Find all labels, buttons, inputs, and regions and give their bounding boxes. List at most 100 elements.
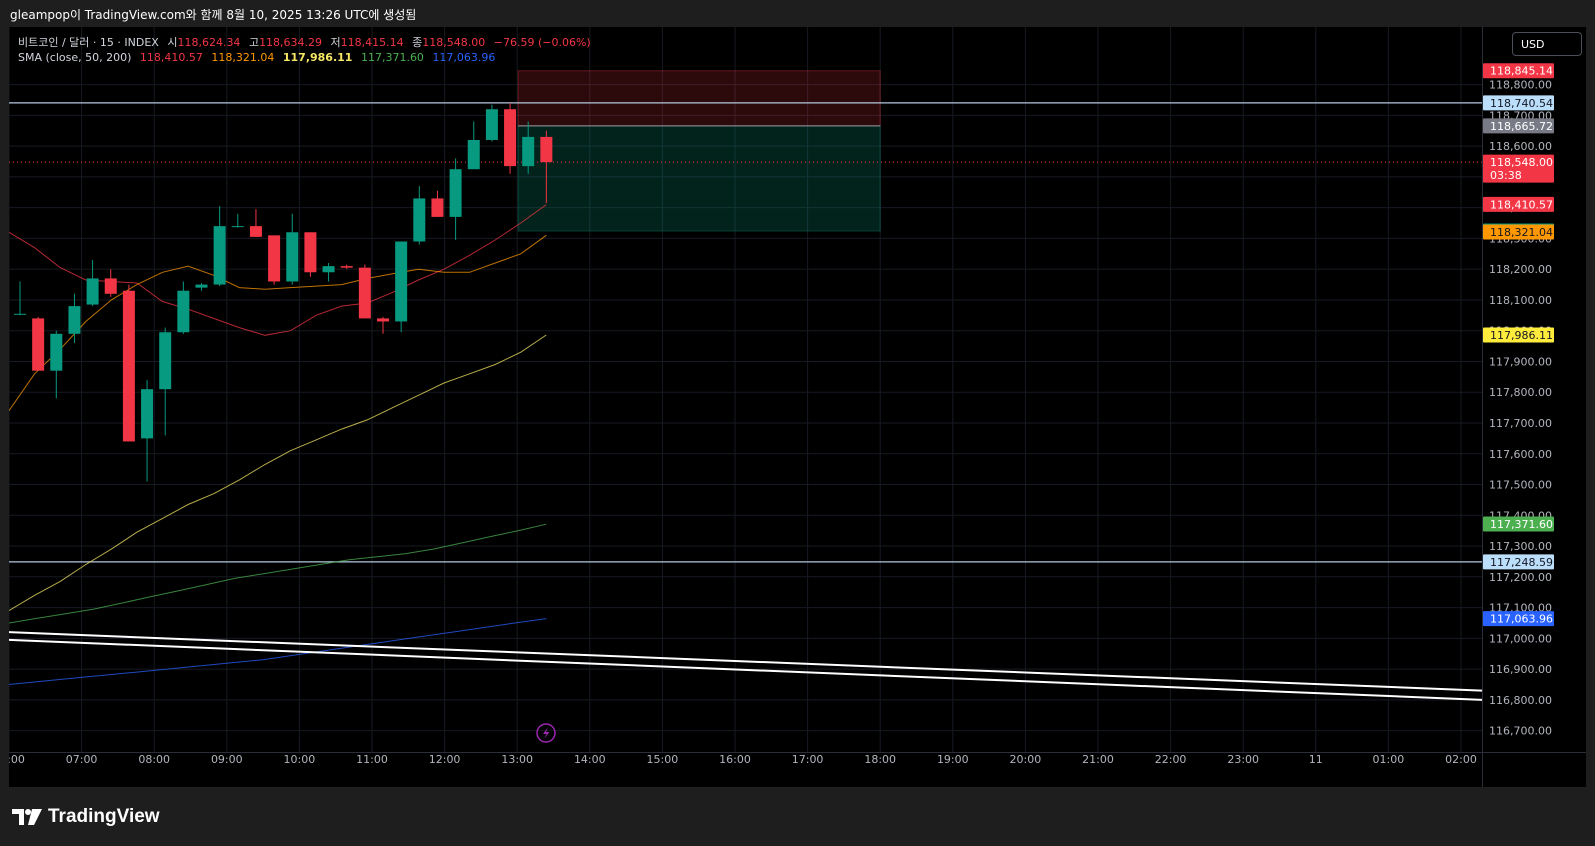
- trend-line[interactable]: [9, 638, 1483, 701]
- price-label: 117,248.59: [1483, 554, 1554, 570]
- price-label-value: 118,548.00: [1490, 156, 1553, 169]
- candle-body: [540, 136, 553, 163]
- candle-body: [413, 198, 426, 242]
- position-tool: [517, 70, 881, 232]
- legend-high-value: 118,634.29: [259, 36, 323, 49]
- time-axis: 06:00 07:00 08:00 09:00 10:00 11:00 12:00 13:00…: [9, 753, 1477, 766]
- price-label: 118,665.72: [1483, 118, 1554, 134]
- price-label-bg: [1483, 224, 1554, 240]
- candle-body: [522, 136, 535, 167]
- price-label-value: 117,986.11: [1490, 329, 1553, 342]
- time-tick-label: 07:00: [66, 753, 98, 766]
- chart-caption: gleampop이 TradingView.com와 함께 8월 10, 202…: [10, 8, 417, 22]
- time-tick-label: 15:00: [647, 753, 679, 766]
- legend-sma-value: 117,986.11: [282, 51, 353, 64]
- price-label: 118,740.54: [1483, 95, 1554, 111]
- time-tick-label: 09:00: [211, 753, 243, 766]
- candle-body: [122, 290, 135, 442]
- candle-body: [159, 332, 172, 390]
- price-label-bg: [1483, 95, 1554, 111]
- legend-low-value: 118,415.14: [340, 36, 404, 49]
- position-stop-zone[interactable]: [517, 70, 881, 127]
- price-tick-label: 118,600.00: [1489, 140, 1552, 153]
- price-label-value: 118,665.72: [1490, 120, 1553, 133]
- candle-body: [68, 306, 81, 334]
- price-label-bg: [1483, 154, 1554, 183]
- lightning-icon[interactable]: [536, 723, 556, 743]
- time-tick-label: 17:00: [792, 753, 824, 766]
- price-tick-label: 117,600.00: [1489, 448, 1552, 461]
- price-tick-label: 116,900.00: [1489, 663, 1552, 676]
- legend-high-label: 고: [248, 36, 260, 49]
- price-labels: 118,845.14 118,740.54 118,665.72 118,548.00…: [1483, 63, 1554, 627]
- candle-body: [141, 389, 154, 439]
- candle-body: [286, 232, 299, 282]
- legend-sma[interactable]: SMA (close, 50, 200) 118,410.57 118,321.…: [18, 51, 495, 64]
- time-tick-label: 01:00: [1373, 753, 1405, 766]
- time-tick-label: 06:00: [9, 753, 25, 766]
- price-label-value: 117,063.96: [1490, 613, 1553, 626]
- price-tick-label: 117,300.00: [1489, 540, 1552, 553]
- time-tick-label: 21:00: [1082, 753, 1114, 766]
- legend-open-value: 118,624.34: [177, 36, 241, 49]
- time-tick-label: 22:00: [1155, 753, 1187, 766]
- trend-lines: [9, 631, 1483, 701]
- time-tick-label: 19:00: [937, 753, 969, 766]
- horizontal-lines: [9, 102, 1482, 563]
- trend-line[interactable]: [9, 631, 1483, 692]
- candle-body: [104, 278, 117, 294]
- legend-ohlc: 비트코인 / 달러 · 15 · INDEX 시118,624.34 고118,…: [18, 34, 591, 50]
- candle-body: [195, 284, 208, 288]
- price-label: 117,371.60: [1483, 516, 1554, 532]
- tradingview-logo[interactable]: TradingView: [12, 806, 160, 828]
- legend-close-label: 종: [412, 36, 423, 49]
- candle-body: [340, 266, 353, 268]
- candle-body: [322, 266, 335, 273]
- candle-body: [249, 226, 262, 237]
- price-label: 117,986.11: [1483, 327, 1554, 343]
- price-tick-label: 117,800.00: [1489, 386, 1552, 399]
- candle-body: [268, 235, 281, 282]
- price-label: 118,410.57: [1483, 196, 1554, 212]
- time-tick-label: 18:00: [864, 753, 896, 766]
- sma-line: [9, 523, 547, 624]
- legend-close-value: 118,548.00: [422, 36, 486, 49]
- price-label-countdown: 03:38: [1490, 169, 1522, 182]
- candle-body: [231, 226, 244, 228]
- price-label-value: 117,371.60: [1490, 518, 1553, 531]
- price-label-bg: [1483, 554, 1554, 570]
- event-icon-group: [536, 723, 556, 743]
- candle-body: [485, 109, 498, 140]
- candle-body: [14, 313, 26, 315]
- price-tick-label: 117,500.00: [1489, 479, 1552, 492]
- price-label-bg: [1483, 63, 1554, 79]
- price-tick-label: 117,000.00: [1489, 632, 1552, 645]
- candles: [14, 103, 553, 482]
- candle-body: [32, 318, 45, 371]
- price-label: 118,321.04: [1483, 224, 1554, 240]
- candle-body: [304, 232, 317, 273]
- price-label-value: 117,248.59: [1490, 556, 1553, 569]
- currency-button[interactable]: USD: [1512, 32, 1582, 56]
- time-tick-label: 12:00: [429, 753, 461, 766]
- position-target-zone[interactable]: [517, 125, 881, 232]
- tradingview-logo-icon: [12, 809, 42, 825]
- chart-area[interactable]: 116,700.00 116,800.00 116,900.00 117,000.00…: [9, 27, 1586, 787]
- candle-body: [467, 139, 480, 170]
- legend-sma-value: 118,410.57: [139, 51, 203, 64]
- candle-body: [449, 169, 462, 217]
- time-tick-label: 20:00: [1010, 753, 1042, 766]
- sma-line: [9, 234, 547, 411]
- candle-body: [50, 333, 63, 371]
- price-label-bg: [1483, 611, 1554, 627]
- price-chart[interactable]: 116,700.00 116,800.00 116,900.00 117,000.00…: [9, 27, 1586, 787]
- price-label-bg: [1483, 327, 1554, 343]
- candle-body: [431, 198, 444, 217]
- price-tick-label: 117,900.00: [1489, 355, 1552, 368]
- time-tick-label: 08:00: [138, 753, 170, 766]
- sma-line: [9, 204, 547, 336]
- legend-symbol: 비트코인 / 달러 · 15 · INDEX: [18, 36, 159, 49]
- candle-body: [377, 318, 389, 322]
- lightning-icon-bolt: [543, 727, 550, 739]
